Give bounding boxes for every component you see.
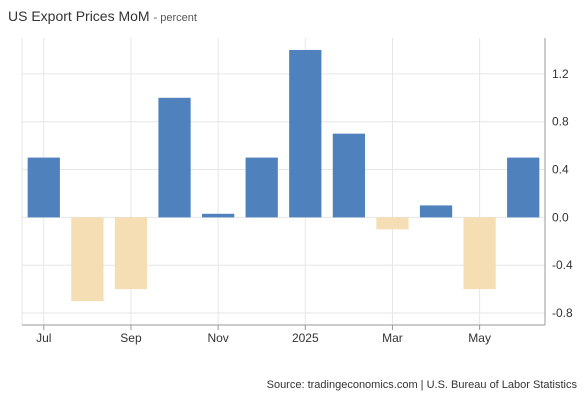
x-tick-label: May bbox=[468, 331, 491, 345]
bar-2024-11 bbox=[201, 213, 235, 218]
bar-2024-12 bbox=[245, 157, 278, 218]
y-tick-label: 0.4 bbox=[552, 163, 569, 177]
x-tick-label: Mar bbox=[382, 331, 403, 345]
x-tick-label: Sep bbox=[120, 331, 142, 345]
bar-2025-06 bbox=[507, 157, 540, 218]
x-tick-label: 2025 bbox=[292, 331, 319, 345]
chart-subtitle: - percent bbox=[153, 12, 197, 24]
chart-title-text: US Export Prices MoM bbox=[8, 8, 150, 24]
bar-2025-01 bbox=[289, 49, 322, 218]
chart-title: US Export Prices MoM - percent bbox=[8, 8, 197, 24]
bar-layer bbox=[27, 49, 540, 302]
bar-2025-05 bbox=[463, 217, 496, 290]
y-tick-label: 1.2 bbox=[552, 67, 569, 81]
bar-2024-09 bbox=[114, 217, 148, 290]
bar-2024-07 bbox=[27, 157, 60, 218]
bar-2024-08 bbox=[71, 217, 104, 302]
bar-2025-04 bbox=[419, 205, 453, 218]
y-tick-label: 0.0 bbox=[552, 210, 569, 224]
bar-2024-10 bbox=[158, 97, 191, 218]
source-credit: Source: tradingeconomics.com | U.S. Bure… bbox=[266, 379, 577, 391]
chart-subtitle-text: percent bbox=[160, 12, 197, 24]
bar-2025-03 bbox=[376, 217, 409, 230]
y-tick-label: -0.8 bbox=[552, 306, 573, 320]
y-tick-label: -0.4 bbox=[552, 258, 573, 272]
bar-2025-02 bbox=[332, 133, 366, 218]
x-tick-label: Jul bbox=[36, 331, 51, 345]
axis-layer: -0.8 -0.4 0.0 0.4 0.8 1.2 Jul Sep Nov 2025 Mar May bbox=[22, 38, 573, 345]
y-tick-label: 0.8 bbox=[552, 115, 569, 129]
x-tick-label: Nov bbox=[207, 331, 228, 345]
